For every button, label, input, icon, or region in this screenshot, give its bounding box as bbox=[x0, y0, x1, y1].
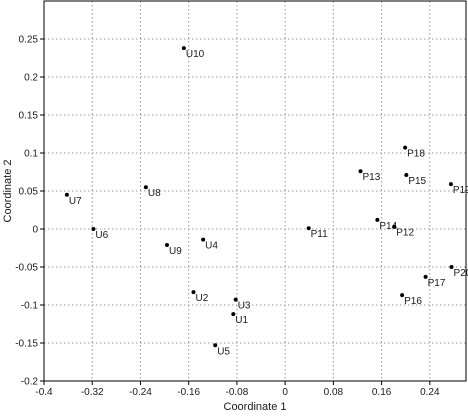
data-point-label: P18 bbox=[407, 149, 425, 160]
data-point bbox=[64, 192, 69, 197]
data-point bbox=[375, 217, 380, 222]
data-point-label: U9 bbox=[169, 246, 182, 257]
grid-lines bbox=[44, 1, 466, 381]
y-tick-label: 0.2 bbox=[24, 73, 38, 84]
data-point bbox=[213, 343, 218, 348]
data-point-label: U3 bbox=[238, 301, 251, 312]
data-point bbox=[306, 226, 311, 231]
data-point-label: P15 bbox=[408, 176, 426, 187]
x-tick-label: -0.16 bbox=[177, 387, 200, 398]
y-tick-label: -0.2 bbox=[21, 377, 39, 388]
data-point bbox=[191, 290, 196, 295]
data-point-label: U6 bbox=[95, 230, 108, 241]
data-point bbox=[164, 242, 169, 247]
y-tick-label: 0 bbox=[32, 225, 38, 236]
data-point-label: U7 bbox=[69, 196, 82, 207]
data-point bbox=[403, 145, 408, 150]
data-point-label: U10 bbox=[186, 49, 205, 60]
data-point bbox=[181, 46, 186, 51]
data-point bbox=[392, 224, 397, 229]
data-point bbox=[143, 185, 148, 190]
data-point-label: P11 bbox=[311, 229, 328, 240]
data-point-label: P12 bbox=[396, 228, 414, 239]
x-tick-label: -0.08 bbox=[226, 387, 249, 398]
y-tick-label: -0.05 bbox=[15, 263, 38, 274]
data-point bbox=[358, 169, 363, 174]
y-tick-label: 0.15 bbox=[19, 111, 39, 122]
data-point-label: P20 bbox=[454, 268, 468, 279]
data-point bbox=[449, 265, 454, 269]
data-point-label: P17 bbox=[428, 278, 446, 289]
data-point-label: U1 bbox=[235, 315, 248, 326]
data-point-label: P13 bbox=[363, 172, 381, 183]
data-point-label: P14 bbox=[379, 221, 397, 232]
data-point bbox=[423, 274, 428, 279]
data-point bbox=[400, 293, 405, 298]
x-tick-label: -0.4 bbox=[35, 387, 53, 398]
data-point bbox=[91, 227, 96, 231]
x-tick-label: 0.24 bbox=[420, 387, 440, 398]
y-axis-title: Coordinate 2 bbox=[2, 160, 14, 223]
data-point-label: U5 bbox=[217, 346, 230, 357]
data-point bbox=[201, 237, 206, 242]
data-point bbox=[404, 173, 409, 178]
y-tick-label: -0.15 bbox=[15, 339, 38, 350]
y-tick-label: 0.25 bbox=[19, 35, 39, 46]
x-tick-label: -0.24 bbox=[129, 387, 152, 398]
y-tick-label: -0.1 bbox=[21, 301, 39, 312]
axis-ticks: -0.4 -0.32 -0.24 -0.16 -0.08 0 0.08 0.16 0.24 -0.… bbox=[15, 35, 440, 399]
data-point-label: P19 bbox=[453, 185, 468, 196]
x-tick-label: 0 bbox=[282, 387, 288, 398]
x-tick-label: -0.32 bbox=[81, 387, 104, 398]
y-tick-label: 0.05 bbox=[19, 187, 39, 198]
data-point-label: U2 bbox=[196, 293, 209, 304]
data-point bbox=[231, 312, 236, 317]
data-point bbox=[233, 297, 238, 302]
data-point-label: U8 bbox=[148, 188, 161, 199]
x-tick-label: 0.08 bbox=[324, 387, 344, 398]
data-point bbox=[448, 182, 453, 187]
x-axis-title: Coordinate 1 bbox=[224, 401, 287, 413]
data-point-label: U4 bbox=[205, 241, 218, 252]
y-tick-label: 0.1 bbox=[24, 149, 38, 160]
x-tick-label: 0.16 bbox=[372, 387, 392, 398]
plot-background bbox=[44, 1, 466, 381]
data-point-label: P16 bbox=[404, 296, 422, 307]
